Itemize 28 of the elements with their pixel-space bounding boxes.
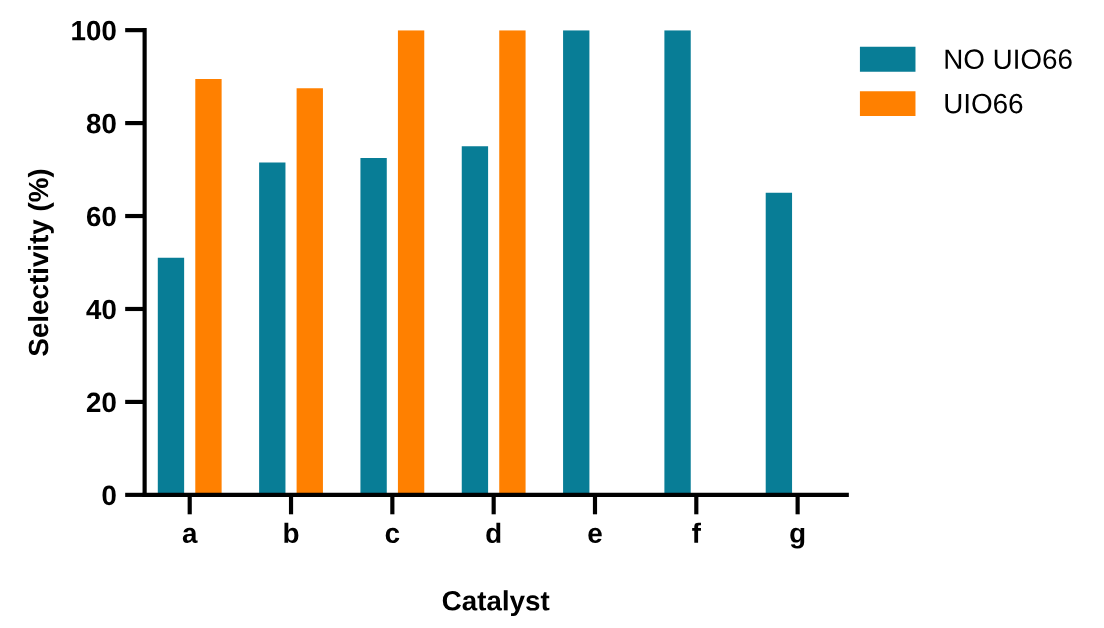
- bar: [765, 192, 793, 495]
- x-tick-label: c: [385, 527, 400, 544]
- y-tick-label: 20: [86, 392, 116, 413]
- bar: [664, 30, 691, 495]
- bar: [259, 162, 286, 495]
- x-tick-label: b: [284, 522, 299, 544]
- bar: [461, 146, 489, 495]
- bar: [397, 30, 425, 495]
- y-tick-label: 0: [102, 485, 116, 506]
- x-axis-title: Catalyst: [442, 590, 550, 617]
- y-tick-label: 80: [86, 113, 116, 134]
- y-tick-label: 60: [86, 206, 116, 227]
- x-tick-label: g: [790, 527, 805, 549]
- y-tick-label: 100: [72, 20, 116, 41]
- legend-label: NO UIO66: [945, 49, 1072, 70]
- bar: [360, 157, 387, 495]
- y-tick-label: 40: [86, 299, 116, 320]
- x-tick-label: a: [182, 527, 198, 544]
- y-axis-title: Selectivity (%): [27, 169, 54, 356]
- legend-label: UIO66: [945, 93, 1023, 114]
- bar: [195, 78, 222, 495]
- bar: [499, 30, 526, 495]
- bar: [563, 30, 590, 495]
- bar: [157, 257, 185, 495]
- x-tick-label: f: [692, 522, 701, 543]
- bar: [296, 88, 323, 495]
- x-tick-label: e: [588, 527, 602, 544]
- x-tick-label: d: [486, 522, 501, 544]
